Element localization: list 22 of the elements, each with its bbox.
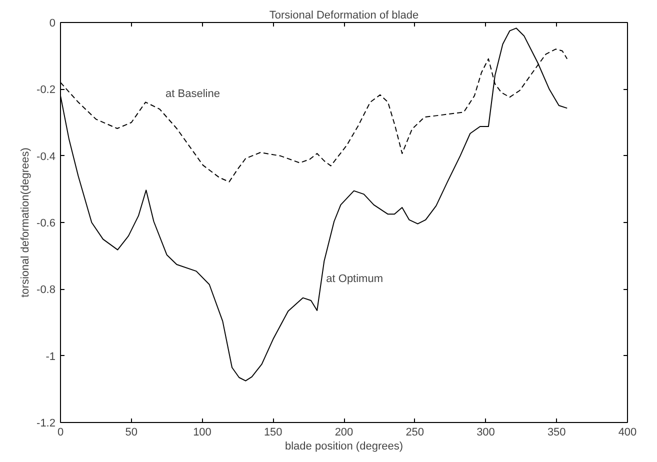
y-tick-label: 0 [49,18,56,30]
x-tick-label: 50 [125,426,138,438]
chart-title: Torsional Deformation of blade [269,10,419,22]
x-tick-label: 0 [57,426,64,438]
x-tick-label: 400 [618,426,637,438]
annotation: at Baseline [166,88,220,100]
x-axis-title: blade position (degrees) [284,440,404,452]
y-tick-label: -0.8 [36,284,56,296]
annotation: at Optimum [326,273,384,286]
x-tick-label: 100 [193,426,212,438]
x-tick-label: 300 [476,426,495,438]
line-series [60,28,568,382]
y-tick-label: -0.4 [36,150,56,163]
x-tick-label: 350 [547,426,566,438]
y-tick-label: -0.2 [36,84,56,96]
x-tick-label: 150 [264,426,282,438]
x-tick-label: 200 [334,426,354,438]
y-tick-label: -1.2 [36,418,56,430]
y-tick-label: -1 [46,350,56,363]
y-tick-label: -0.6 [36,218,56,230]
y-axis-title: torsional deformation(degrees) [20,148,32,298]
x-tick-label: 250 [406,426,424,438]
